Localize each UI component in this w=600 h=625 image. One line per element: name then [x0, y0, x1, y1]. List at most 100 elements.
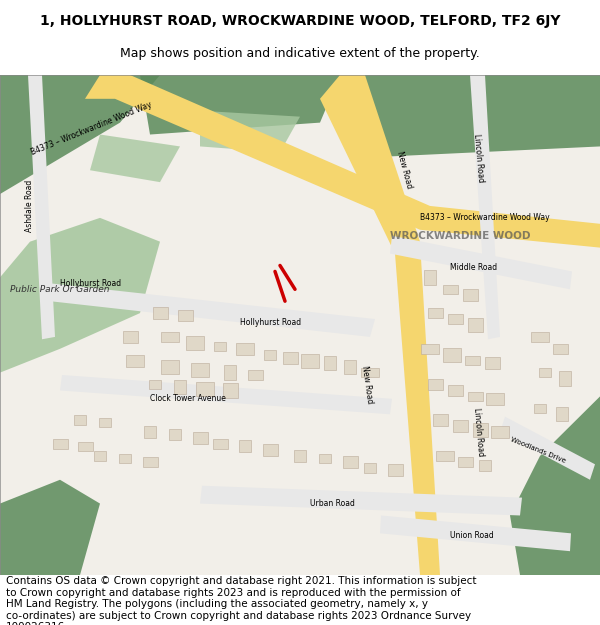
Polygon shape — [470, 75, 500, 339]
Bar — [421, 344, 439, 354]
Bar — [464, 356, 479, 366]
Polygon shape — [50, 283, 375, 337]
Text: 1, HOLLYHURST ROAD, WROCKWARDINE WOOD, TELFORD, TF2 6JY: 1, HOLLYHURST ROAD, WROCKWARDINE WOOD, T… — [40, 14, 560, 28]
Bar — [214, 342, 226, 351]
Polygon shape — [90, 134, 180, 182]
Bar — [152, 307, 167, 319]
Bar — [364, 463, 376, 472]
Polygon shape — [85, 75, 600, 248]
Bar — [119, 454, 131, 463]
Bar — [223, 383, 238, 398]
Text: Woodlands Drive: Woodlands Drive — [510, 436, 567, 464]
Bar — [212, 439, 227, 449]
Bar — [53, 439, 67, 449]
Bar — [463, 289, 478, 301]
Bar — [556, 407, 568, 421]
Bar — [361, 368, 379, 378]
Bar — [436, 451, 454, 461]
Bar — [239, 441, 251, 452]
Bar — [186, 336, 204, 350]
Bar — [144, 426, 156, 438]
Bar — [178, 309, 193, 321]
Text: Ashdale Road: Ashdale Road — [25, 180, 34, 232]
Bar — [427, 308, 443, 318]
Bar — [486, 393, 504, 405]
Text: Hollyhurst Road: Hollyhurst Road — [240, 318, 301, 327]
Text: Clock Tower Avenue: Clock Tower Avenue — [150, 394, 226, 403]
Text: Urban Road: Urban Road — [310, 499, 355, 508]
Bar — [448, 384, 463, 396]
Bar — [77, 442, 92, 451]
Bar — [344, 359, 356, 374]
Bar — [126, 355, 144, 367]
Bar — [443, 284, 458, 294]
Text: Map shows position and indicative extent of the property.: Map shows position and indicative extent… — [120, 48, 480, 61]
Bar — [553, 344, 568, 354]
Polygon shape — [510, 396, 600, 575]
Bar — [99, 418, 111, 428]
Text: Hollyhurst Road: Hollyhurst Road — [60, 279, 121, 288]
Text: Contains OS data © Crown copyright and database right 2021. This information is : Contains OS data © Crown copyright and d… — [6, 576, 476, 625]
Bar — [224, 366, 236, 380]
Bar — [443, 348, 461, 362]
Text: Lincoln Road: Lincoln Road — [472, 408, 485, 457]
Polygon shape — [320, 75, 440, 575]
Bar — [458, 457, 473, 467]
Bar — [485, 357, 499, 369]
Polygon shape — [60, 375, 392, 414]
Bar — [433, 414, 448, 426]
Polygon shape — [0, 75, 160, 194]
Polygon shape — [500, 417, 595, 480]
Bar — [248, 370, 263, 380]
Bar — [324, 356, 336, 370]
Bar — [531, 332, 549, 342]
Bar — [169, 429, 181, 441]
Text: Union Road: Union Road — [450, 531, 494, 540]
Bar — [196, 382, 214, 396]
Bar — [191, 363, 209, 378]
Bar — [424, 270, 436, 284]
Text: Public Park Or Garden: Public Park Or Garden — [10, 285, 110, 294]
Bar — [467, 318, 482, 332]
Bar — [294, 450, 306, 462]
Bar — [236, 343, 254, 355]
Bar — [388, 464, 403, 476]
Bar — [427, 379, 443, 391]
Bar — [94, 451, 106, 461]
Bar — [283, 352, 298, 364]
Bar — [263, 444, 277, 456]
Bar — [534, 404, 546, 413]
Bar — [264, 350, 276, 359]
Bar — [319, 454, 331, 463]
Bar — [467, 392, 482, 401]
Bar — [74, 416, 86, 425]
Text: New Road: New Road — [360, 365, 374, 404]
Polygon shape — [200, 486, 522, 516]
Bar — [174, 380, 186, 394]
Text: B4373 – Wrockwardine Wood Way: B4373 – Wrockwardine Wood Way — [30, 100, 154, 157]
Polygon shape — [0, 480, 100, 575]
Polygon shape — [390, 236, 572, 289]
Bar — [448, 314, 463, 324]
Polygon shape — [140, 75, 340, 134]
Text: New Road: New Road — [395, 151, 413, 190]
Polygon shape — [0, 218, 160, 372]
Text: WROCKWARDINE WOOD: WROCKWARDINE WOOD — [390, 231, 530, 241]
Polygon shape — [350, 75, 600, 158]
Bar — [491, 426, 509, 438]
Text: Lincoln Road: Lincoln Road — [472, 134, 485, 183]
Bar — [193, 432, 208, 444]
Bar — [559, 371, 571, 386]
Bar — [452, 420, 467, 432]
Bar — [473, 422, 487, 437]
Bar — [479, 459, 491, 471]
Bar — [161, 332, 179, 342]
Polygon shape — [200, 111, 300, 152]
Bar — [343, 456, 358, 468]
Bar — [122, 331, 137, 343]
Polygon shape — [28, 75, 55, 339]
Bar — [161, 359, 179, 374]
Text: Middle Road: Middle Road — [450, 263, 497, 272]
Bar — [301, 354, 319, 368]
Polygon shape — [380, 516, 571, 551]
